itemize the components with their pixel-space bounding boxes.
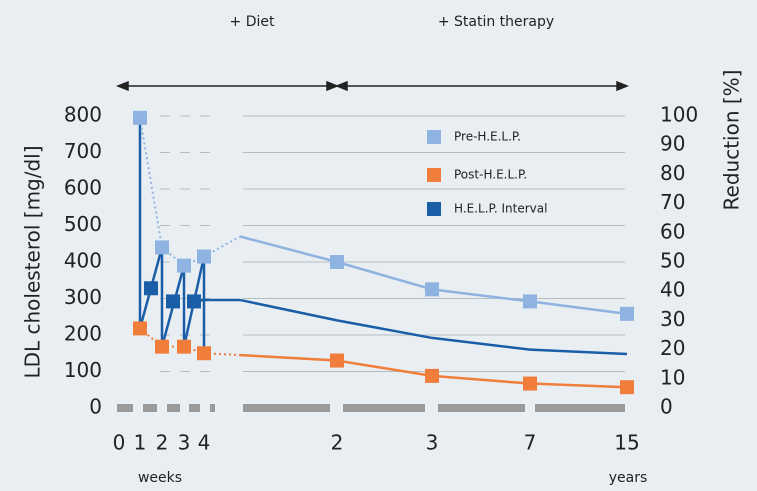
x-tick-label: 2 (331, 431, 344, 455)
legend-label: Pre-H.E.L.P. (454, 130, 521, 144)
marker (425, 368, 439, 383)
series-line (431, 336, 531, 351)
y-tick-label: 300 (64, 285, 102, 309)
marker (330, 353, 344, 368)
y2-tick-label: 90 (660, 132, 685, 156)
y-tick-label: 500 (64, 212, 102, 236)
x-tick-label: 15 (614, 431, 639, 455)
marker (155, 339, 169, 354)
legend-swatch (427, 130, 441, 144)
x-tick-label: 4 (198, 431, 211, 455)
series-line (336, 319, 433, 340)
marker (133, 321, 147, 336)
marker (166, 294, 180, 309)
y2-tick-label: 10 (660, 365, 685, 389)
x-tick-label: 3 (178, 431, 191, 455)
series-line (529, 382, 628, 389)
y2-tick-label: 40 (660, 278, 685, 302)
marker (197, 346, 211, 361)
series-line (529, 300, 628, 316)
marker (197, 249, 211, 264)
x-unit: weeks (138, 470, 182, 486)
annotation: + Diet (230, 14, 275, 30)
series-line (431, 288, 531, 303)
legend-swatch (427, 202, 441, 216)
marker (523, 376, 537, 391)
marker (523, 294, 537, 309)
y2-tick-label: 20 (660, 336, 685, 360)
series-line (431, 374, 531, 385)
y-axis-label: LDL cholesterol [mg/dl] (21, 145, 45, 378)
series-line (139, 117, 163, 248)
x-tick-label: 3 (426, 431, 439, 455)
legend-label: Post-H.E.L.P. (454, 168, 527, 182)
y2-tick-label: 60 (660, 219, 685, 243)
y-tick-label: 600 (64, 176, 102, 200)
y-tick-label: 800 (64, 103, 102, 127)
y2-axis-label: Reduction [%] (720, 70, 744, 211)
y2-tick-label: 100 (660, 103, 698, 127)
y-tick-label: 0 (89, 395, 102, 419)
x-tick-label: 1 (134, 431, 147, 455)
legend-swatch (427, 168, 441, 182)
marker (187, 294, 201, 309)
marker (330, 255, 344, 269)
y-tick-label: 200 (64, 322, 102, 346)
marker (177, 258, 191, 273)
y2-tick-label: 70 (660, 190, 685, 214)
y2-tick-label: 0 (660, 395, 673, 419)
marker (620, 306, 634, 321)
y-tick-label: 100 (64, 358, 102, 382)
marker (177, 339, 191, 354)
series-line (336, 260, 433, 291)
y2-tick-label: 50 (660, 249, 685, 273)
x-tick-label: 2 (156, 431, 169, 455)
y2-tick-label: 30 (660, 307, 685, 331)
y2-tick-label: 80 (660, 161, 685, 185)
y-tick-label: 700 (64, 139, 102, 163)
phase-arrows (115, 80, 630, 92)
marker (425, 282, 439, 297)
y-tick-label: 400 (64, 249, 102, 273)
x-unit: years (609, 470, 648, 486)
marker (620, 380, 634, 395)
x-tick-label: 7 (524, 431, 537, 455)
series-line (529, 348, 628, 356)
series-line (239, 353, 338, 362)
series-line (239, 298, 338, 322)
marker (144, 281, 158, 296)
series-line (183, 345, 205, 355)
marker (133, 110, 147, 125)
marker (155, 240, 169, 255)
x-tick-label: 0 (113, 431, 126, 455)
series-line (336, 359, 433, 378)
legend-label: H.E.L.P. Interval (454, 202, 547, 216)
series-line (183, 255, 205, 267)
annotation: + Statin therapy (438, 14, 554, 30)
series-line (239, 235, 338, 264)
